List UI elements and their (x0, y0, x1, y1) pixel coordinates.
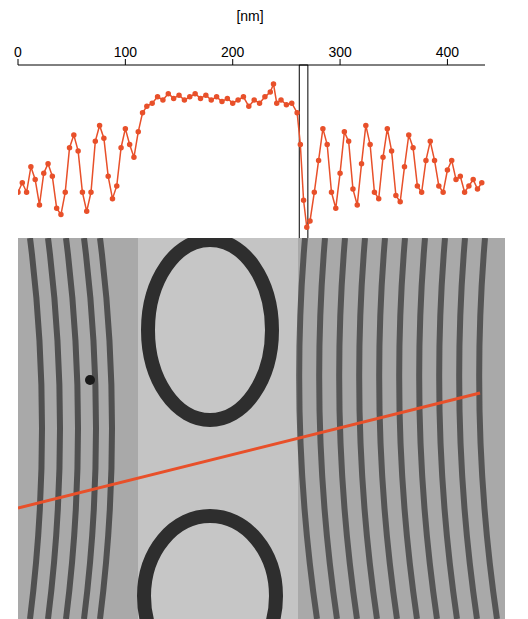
svg-text:300: 300 (328, 44, 352, 60)
svg-text:200: 200 (221, 44, 245, 60)
svg-text:0: 0 (14, 44, 22, 60)
svg-text:100: 100 (114, 44, 138, 60)
svg-text:400: 400 (436, 44, 460, 60)
html-text:[nm]: [nm] (236, 8, 264, 24)
